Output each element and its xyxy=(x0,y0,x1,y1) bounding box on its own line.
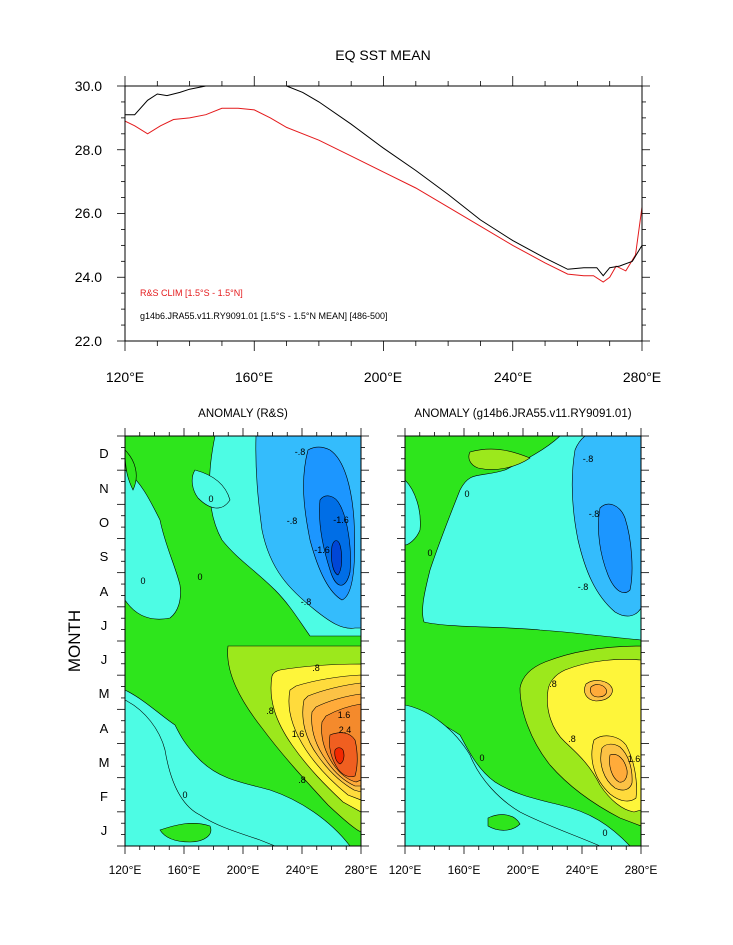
top-xtick-label: 120°E xyxy=(106,369,144,385)
left-panel-ticks xyxy=(117,428,369,854)
month-label: F xyxy=(100,789,108,804)
right-plot-frame xyxy=(404,435,642,847)
left-plot-frame xyxy=(124,435,362,847)
contour-label: .8 xyxy=(266,706,274,716)
top-ytick-label: 28.0 xyxy=(75,142,102,158)
month-label: D xyxy=(99,446,108,461)
contour-label: 0 xyxy=(208,494,213,504)
month-label: J xyxy=(101,618,108,633)
contour-label: .8 xyxy=(312,663,320,673)
contour-label: 0 xyxy=(182,790,187,800)
top-ytick-label: 26.0 xyxy=(75,205,102,221)
month-label: J xyxy=(101,823,108,838)
top-xtick-label: 160°E xyxy=(235,369,273,385)
contour-label: 0 xyxy=(602,828,607,838)
left-anomaly-contours xyxy=(125,436,361,846)
legend-model-mean: g14b6.JRA55.v11.RY9091.01 [1.5°S - 1.5°N… xyxy=(140,311,388,321)
contour-label: -1.6 xyxy=(333,515,349,525)
month-label: A xyxy=(100,584,109,599)
left-xtick-label: 160°E xyxy=(168,863,201,877)
contour-label: .8 xyxy=(568,734,576,744)
right-panel-contour-labels: -.8 -.8 -.8 0 0 .8 .8 1.6 0 0 xyxy=(427,454,640,838)
month-label: M xyxy=(99,755,110,770)
month-label: O xyxy=(99,515,109,530)
month-label: M xyxy=(99,686,110,701)
contour-label: 0 xyxy=(479,753,484,763)
contour-label: 0 xyxy=(464,489,469,499)
right-panel-ticks xyxy=(397,428,649,854)
rs-clim-line xyxy=(125,107,642,283)
contour-label: 1.6 xyxy=(338,710,351,720)
contour-label: -1.6 xyxy=(314,545,330,555)
month-label: S xyxy=(100,549,109,564)
right-xaxis-labels: 120°E 160°E 200°E 240°E 280°E xyxy=(389,863,658,877)
right-xtick-label: 280°E xyxy=(625,863,658,877)
contour-label: 0 xyxy=(197,572,202,582)
month-label: A xyxy=(100,721,109,736)
left-panel-contour-labels: -.8 -.8 -1.6 -1.6 -.8 0 0 0 .8 .8 1.6 1.… xyxy=(140,447,351,800)
left-xtick-label: 280°E xyxy=(345,863,378,877)
contour-label: 1.6 xyxy=(628,754,641,764)
top-xtick-label: 200°E xyxy=(364,369,402,385)
contour-label: .8 xyxy=(298,775,306,785)
top-xtick-label: 240°E xyxy=(494,369,532,385)
contour-label: -.8 xyxy=(589,509,600,519)
left-panel-title: ANOMALY (R&S) xyxy=(198,408,288,420)
month-labels: D N O S A J J M A M F J xyxy=(99,446,110,838)
contour-label: -.8 xyxy=(287,516,298,526)
top-ytick-label: 24.0 xyxy=(75,269,102,285)
left-xaxis-labels: 120°E 160°E 200°E 240°E 280°E xyxy=(109,863,378,877)
legend-rs-clim: R&S CLIM [1.5°S - 1.5°N] xyxy=(140,288,243,298)
contour-label: -.8 xyxy=(583,454,594,464)
top-plot-frame xyxy=(124,85,643,342)
contour-label: -.8 xyxy=(301,597,312,607)
left-xtick-label: 200°E xyxy=(227,863,260,877)
model-mean-line xyxy=(125,86,642,277)
contour-label: 1.6 xyxy=(292,729,305,739)
contour-label: 0 xyxy=(140,576,145,586)
month-label: N xyxy=(99,481,108,496)
right-xtick-label: 120°E xyxy=(389,863,422,877)
month-label: J xyxy=(101,652,108,667)
top-chart-title: EQ SST MEAN xyxy=(335,47,430,63)
contour-label: 0 xyxy=(427,548,432,558)
contour-label: 2.4 xyxy=(339,725,352,735)
right-xtick-label: 240°E xyxy=(566,863,599,877)
top-ytick-label: 30.0 xyxy=(75,78,102,94)
right-xtick-label: 160°E xyxy=(448,863,481,877)
top-xtick-label: 280°E xyxy=(623,369,661,385)
top-chart-ticks xyxy=(117,76,650,351)
top-chart-lines xyxy=(125,86,642,283)
right-panel-title: ANOMALY (g14b6.JRA55.v11.RY9091.01) xyxy=(414,408,631,420)
right-anomaly-contours xyxy=(405,436,641,846)
month-axis-label: MONTH xyxy=(65,610,84,672)
left-xtick-label: 120°E xyxy=(109,863,142,877)
top-yaxis-labels: 30.0 28.0 26.0 24.0 22.0 xyxy=(75,78,102,349)
top-xaxis-labels: 120°E 160°E 200°E 240°E 280°E xyxy=(106,369,661,385)
contour-label: .8 xyxy=(549,679,557,689)
left-xtick-label: 240°E xyxy=(286,863,319,877)
contour-label: -.8 xyxy=(578,582,589,592)
contour-label: -.8 xyxy=(295,447,306,457)
top-ytick-label: 22.0 xyxy=(75,333,102,349)
right-xtick-label: 200°E xyxy=(507,863,540,877)
